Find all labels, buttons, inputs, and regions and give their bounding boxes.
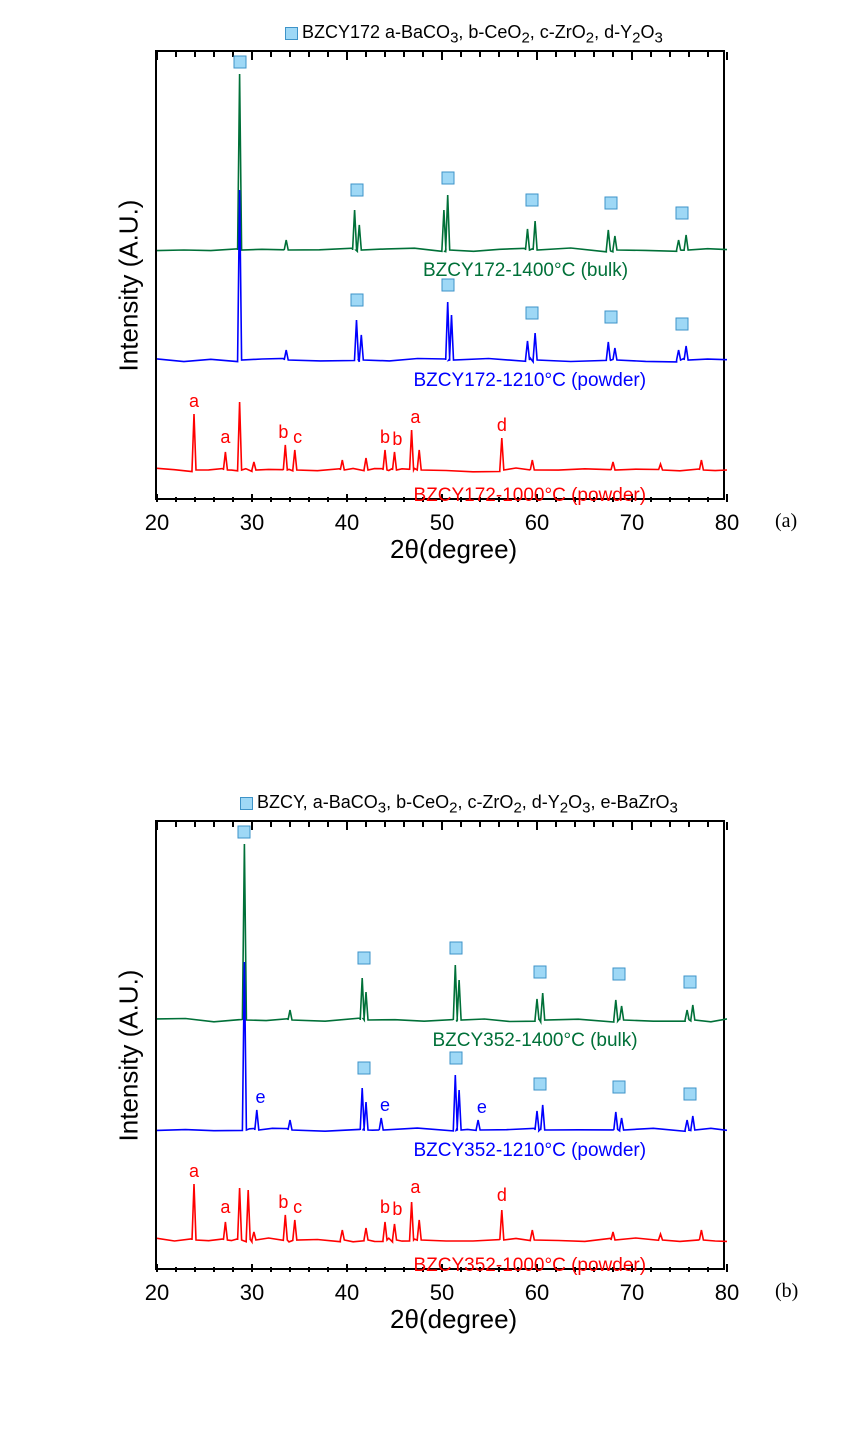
ylabel-a: Intensity (A.U.): [113, 200, 144, 372]
chart-b: Intensity (A.U.) BZCY, a-BaCO3, b-CeO2, …: [40, 780, 760, 1340]
xtick-label: 40: [335, 1280, 359, 1306]
xlabel-a: 2θ(degree): [390, 534, 517, 565]
xlabel-b: 2θ(degree): [390, 1304, 517, 1335]
xrd-series-2: [157, 52, 727, 502]
phase-letter: b: [380, 427, 390, 448]
bzcy-marker-icon: [285, 27, 298, 40]
series-label: BZCY172-1000°C (powder): [414, 485, 647, 507]
plot-area-a: 20304050607080BZCY172-1400°C (bulk)BZCY1…: [155, 50, 725, 500]
phase-letter: a: [189, 1161, 199, 1182]
phase-letter: b: [278, 422, 288, 443]
phase-letter: a: [410, 407, 420, 428]
xtick-label: 30: [240, 510, 264, 536]
xrd-series-2: [157, 822, 727, 1272]
xtick-label: 20: [145, 510, 169, 536]
plot-area-b: 20304050607080BZCY352-1400°C (bulk)eeeBZ…: [155, 820, 725, 1270]
xtick-label: 80: [715, 1280, 739, 1306]
legend-b: BZCY, a-BaCO3, b-CeO2, c-ZrO2, d-Y2O3, e…: [240, 792, 678, 817]
panel-label-a: (a): [775, 510, 797, 533]
phase-letter: b: [392, 1199, 402, 1220]
series-label: BZCY352-1000°C (powder): [414, 1255, 647, 1277]
xtick-label: 50: [430, 510, 454, 536]
spacer: [0, 660, 865, 770]
figure-a: Intensity (A.U.) BZCY172 a-BaCO3, b-CeO2…: [0, 10, 865, 630]
xtick-label: 70: [620, 510, 644, 536]
phase-letter: a: [189, 391, 199, 412]
phase-letter: d: [497, 415, 507, 436]
ylabel-b: Intensity (A.U.): [113, 970, 144, 1142]
panel-label-b: (b): [775, 1280, 798, 1303]
figure-b: Intensity (A.U.) BZCY, a-BaCO3, b-CeO2, …: [0, 780, 865, 1400]
bzcy-marker-icon: [240, 797, 253, 810]
chart-a: Intensity (A.U.) BZCY172 a-BaCO3, b-CeO2…: [40, 10, 760, 570]
xtick-label: 40: [335, 510, 359, 536]
xtick-label: 20: [145, 1280, 169, 1306]
xtick-label: 50: [430, 1280, 454, 1306]
phase-letter: c: [293, 1197, 302, 1218]
phase-letter: b: [380, 1197, 390, 1218]
legend-a: BZCY172 a-BaCO3, b-CeO2, c-ZrO2, d-Y2O3: [285, 22, 663, 47]
phase-letter: b: [392, 429, 402, 450]
xtick-label: 70: [620, 1280, 644, 1306]
phase-letter: a: [410, 1177, 420, 1198]
phase-letter: d: [497, 1185, 507, 1206]
phase-letter: a: [220, 1197, 230, 1218]
phase-letter: b: [278, 1192, 288, 1213]
xtick-label: 80: [715, 510, 739, 536]
xtick-label: 60: [525, 1280, 549, 1306]
phase-letter: c: [293, 427, 302, 448]
xtick-label: 60: [525, 510, 549, 536]
xtick-label: 30: [240, 1280, 264, 1306]
phase-letter: a: [220, 427, 230, 448]
